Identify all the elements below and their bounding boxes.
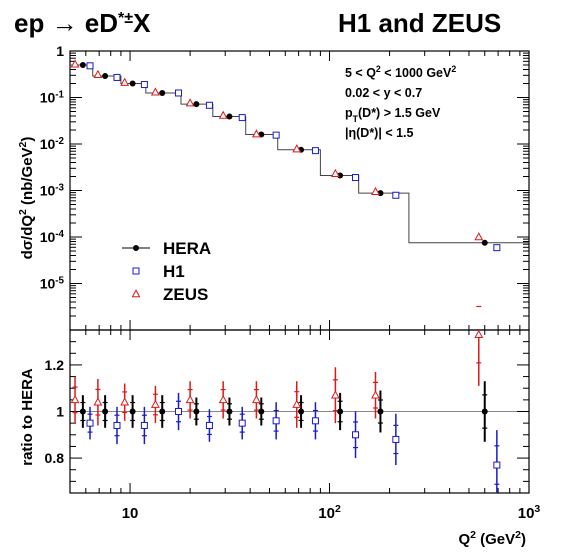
hera-ratio-point <box>226 408 233 415</box>
y-tick-label: 10-4 <box>40 229 65 246</box>
h1-ratio-point <box>86 419 94 427</box>
top-panel-frame <box>69 50 530 331</box>
hera-ratio-point <box>159 408 166 415</box>
h1-ratio-point <box>140 421 148 429</box>
zeus-ratio-point <box>292 399 302 408</box>
h1-point <box>238 114 246 122</box>
zeus-point <box>120 77 130 86</box>
cut-y: 0.02 < y < 0.7 <box>345 86 422 100</box>
hera-ratio-point <box>258 408 265 415</box>
h1-ratio-point <box>493 461 501 469</box>
zeus-point <box>150 87 160 96</box>
x-tick-label: 103 <box>518 503 541 522</box>
legend-zeus-label: ZEUS <box>163 285 208 304</box>
hera-point <box>159 89 166 96</box>
zeus-ratio-point <box>150 399 160 408</box>
zeus-point <box>292 144 302 153</box>
h1-point <box>205 101 213 109</box>
h1-ratio-point <box>272 417 280 425</box>
x-tick-label: 102 <box>318 503 341 522</box>
legend-hera-marker <box>133 245 139 251</box>
hera-ratio-point <box>298 408 305 415</box>
hera-ratio-point <box>377 408 384 415</box>
top-y-axis-label: dσ/dQ2 (nb/GeV2) <box>17 137 36 260</box>
legend-h1-marker <box>132 267 140 275</box>
zeus-point <box>251 129 261 138</box>
y-tick-label: 1 <box>56 404 64 420</box>
y-tick-label: 10-3 <box>40 182 65 199</box>
h1-point <box>86 62 94 70</box>
zeus-ratio-point <box>120 397 130 406</box>
cut-eta: |η(D*)| < 1.5 <box>345 126 414 140</box>
hera-ratio-point <box>129 408 136 415</box>
zeus-ratio-point <box>330 390 340 399</box>
hera-ratio-point <box>79 408 86 415</box>
y-tick-label: 10-1 <box>40 89 65 106</box>
zeus-ratio-point <box>218 395 228 404</box>
bottom-y-axis-label: ratio to HERA <box>19 368 36 466</box>
h1-ratio-point <box>113 421 121 429</box>
data-markers <box>70 59 501 493</box>
hera-step-line <box>70 64 529 244</box>
y-tick-label: 1 <box>56 43 64 59</box>
hera-ratio-point <box>481 408 488 415</box>
hera-histogram <box>70 64 529 244</box>
zeus-ratio-point <box>70 395 80 404</box>
cut-pt: pT(D*) > 1.5 GeV <box>345 106 441 124</box>
h1-point <box>392 191 400 199</box>
x-axis-label: Q2 (GeV2) <box>458 529 526 548</box>
h1-point <box>140 81 148 89</box>
hera-point <box>481 239 488 246</box>
zeus-ratio-point <box>251 395 261 404</box>
zeus-point <box>371 186 380 196</box>
legend-hera-label: HERA <box>163 239 211 258</box>
h1-point <box>272 131 280 139</box>
h1-ratio-point <box>205 421 213 429</box>
hera-point <box>79 61 86 68</box>
hera-point <box>337 172 344 179</box>
y-tick-label: 0.8 <box>45 450 65 466</box>
hera-ratio-point <box>102 408 109 415</box>
h1-ratio-point <box>392 435 400 443</box>
h1-point <box>493 244 501 252</box>
zeus-ratio-point <box>93 397 103 406</box>
h1-ratio-point <box>311 417 319 425</box>
hera-point <box>102 72 109 79</box>
zeus-point <box>218 110 228 119</box>
zeus-point <box>474 232 484 241</box>
y-tick-label: 10-2 <box>40 136 65 153</box>
legend-zeus-marker <box>131 289 141 298</box>
process-title: ep → eD*±X <box>14 8 151 38</box>
hera-point <box>129 80 136 87</box>
h1-point <box>113 73 121 81</box>
cut-q2: 5 < Q2 < 1000 GeV2 <box>345 64 456 80</box>
zeus-point <box>185 98 195 107</box>
hera-point <box>226 113 233 120</box>
hera-ratio-point <box>337 408 344 415</box>
zeus-ratio-point <box>185 395 195 404</box>
h1-point <box>352 174 360 182</box>
zeus-point <box>70 59 80 68</box>
y-tick-label: 1.2 <box>45 357 65 373</box>
legend-h1-label: H1 <box>163 262 185 281</box>
zeus-point <box>93 69 103 78</box>
hera-point <box>193 101 200 108</box>
zeus-ratio-point <box>371 390 380 399</box>
kinematic-cuts: 5 < Q2 < 1000 GeV2 0.02 < y < 0.7 pT(D*)… <box>345 64 456 140</box>
x-tick-label: 10 <box>122 505 139 522</box>
axis-ticks: 10 102 103 1 10-1 10-2 10-3 10-4 10-5 0.8 1 1.2 <box>40 43 541 522</box>
h1-ratio-point <box>238 419 246 427</box>
h1-point <box>175 89 183 97</box>
y-tick-label: 10-5 <box>40 275 65 292</box>
collaboration-title: H1 and ZEUS <box>338 8 501 38</box>
h1-ratio-point <box>175 408 183 415</box>
zeus-ratio-point <box>474 329 484 338</box>
legend: HERA H1 ZEUS <box>122 239 211 304</box>
h1-point <box>311 147 319 155</box>
hera-ratio-point <box>193 408 200 415</box>
h1-ratio-point <box>352 431 360 439</box>
zeus-point <box>330 168 340 177</box>
